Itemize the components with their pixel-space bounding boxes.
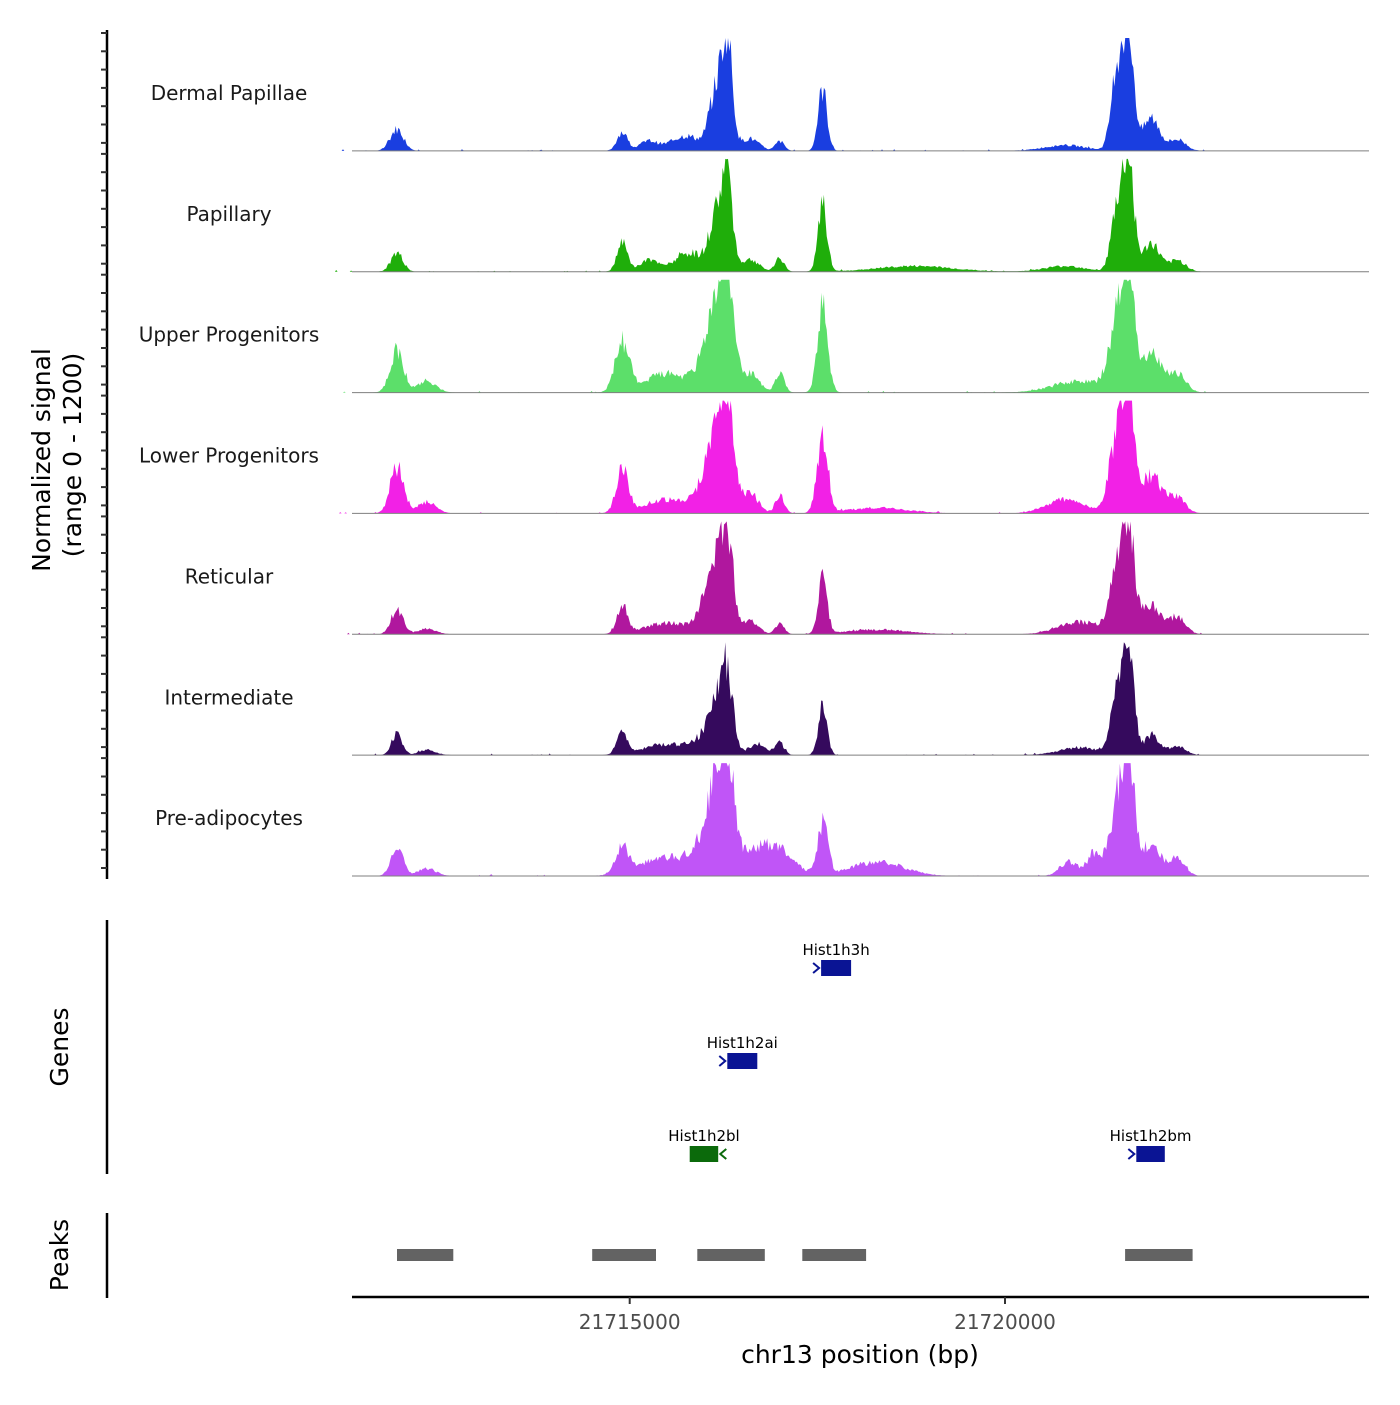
- track-lower-progenitors: Lower Progenitors: [139, 400, 1369, 514]
- signal-area: [329, 279, 1208, 393]
- gene-label: Hist1h3h: [802, 941, 869, 959]
- peak-region: [1125, 1249, 1193, 1261]
- track-reticular: Reticular: [185, 521, 1369, 635]
- signal-axis-title-line1: Normalized signal: [27, 348, 56, 572]
- track-intermediate: Intermediate: [164, 642, 1369, 756]
- peak-region: [802, 1249, 867, 1261]
- track-upper-progenitors: Upper Progenitors: [139, 279, 1369, 394]
- strand-arrow-icon: [1127, 1148, 1136, 1160]
- genes-panel-title: Genes: [45, 1007, 74, 1086]
- peak-regions: [397, 1249, 1193, 1261]
- track-label: Lower Progenitors: [139, 444, 319, 468]
- peak-region: [697, 1249, 765, 1261]
- gene-hist1h2bl: Hist1h2bl: [668, 1127, 740, 1162]
- signal-area: [329, 642, 1208, 756]
- signal-tracks: Dermal Papillae Papillary Upper Progenitor…: [139, 38, 1369, 877]
- strand-arrow-icon: [718, 1148, 727, 1160]
- x-tick-label: 21715000: [579, 1310, 681, 1334]
- signal-axis-title-line2: (range 0 - 1200): [58, 353, 87, 558]
- gene-body: [689, 1146, 719, 1162]
- signal-area: [329, 400, 1208, 514]
- gene-body: [1136, 1146, 1165, 1162]
- gene-label: Hist1h2bm: [1110, 1127, 1192, 1145]
- gene-annotations: Hist1h3h Hist1h2ai Hist1h2bl Hist1h2bm: [668, 941, 1192, 1162]
- gene-hist1h3h: Hist1h3h: [802, 941, 870, 976]
- peak-region: [397, 1249, 454, 1261]
- signal-area: [329, 763, 1208, 876]
- x-axis-title: chr13 position (bp): [741, 1340, 979, 1369]
- x-tick-label: 21720000: [954, 1310, 1056, 1334]
- gene-body: [727, 1053, 758, 1069]
- track-label: Papillary: [186, 202, 271, 226]
- track-label: Pre-adipocytes: [155, 806, 303, 830]
- signal-area: [329, 521, 1208, 635]
- track-label: Intermediate: [164, 685, 293, 709]
- strand-arrow-icon: [812, 962, 821, 974]
- track-dermal-papillae: Dermal Papillae: [151, 38, 1369, 152]
- gene-body: [821, 960, 852, 976]
- gene-label: Hist1h2bl: [668, 1127, 739, 1145]
- track-pre-adipocytes: Pre-adipocytes: [155, 763, 1369, 877]
- gene-hist1h2bm: Hist1h2bm: [1110, 1127, 1192, 1162]
- strand-arrow-icon: [718, 1055, 727, 1067]
- gene-label: Hist1h2ai: [707, 1034, 778, 1052]
- signal-y-axis: [101, 30, 109, 879]
- signal-area: [329, 158, 1208, 272]
- peak-region: [592, 1249, 656, 1261]
- peaks-panel-title: Peaks: [45, 1219, 74, 1291]
- track-label: Upper Progenitors: [139, 323, 320, 347]
- track-label: Reticular: [185, 564, 274, 588]
- x-axis-ticks: 21715000 21720000: [579, 1297, 1056, 1334]
- track-papillary: Papillary: [186, 158, 1369, 273]
- track-label: Dermal Papillae: [151, 81, 308, 105]
- signal-area: [329, 38, 1208, 151]
- gene-hist1h2ai: Hist1h2ai: [707, 1034, 778, 1069]
